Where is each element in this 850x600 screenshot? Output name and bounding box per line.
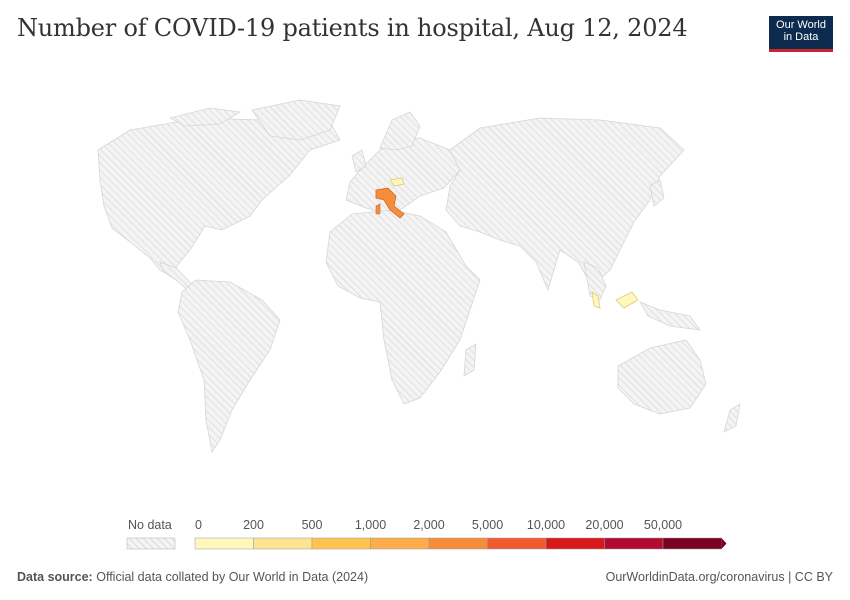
europe [345, 137, 461, 213]
asia [445, 117, 685, 292]
scandinavia [379, 111, 421, 151]
world-map[interactable] [0, 85, 850, 465]
legend-bin [253, 537, 313, 550]
indonesia-east [639, 301, 701, 331]
legend-bin [428, 537, 488, 550]
legend-tick-label: 2,000 [413, 518, 444, 532]
legend-bin [604, 537, 664, 550]
legend-tick-label: 20,000 [585, 518, 623, 532]
greenland [251, 99, 341, 141]
footer-url[interactable]: OurWorldinData.org/coronavirus | CC BY [605, 570, 833, 584]
legend-bin [311, 537, 371, 550]
legend-tick-label: 10,000 [527, 518, 565, 532]
legend-tick-label: 0 [195, 518, 202, 532]
legend-arrow [721, 538, 727, 549]
legend-bin [370, 537, 430, 550]
legend-ticks: 0 200 500 1,000 2,000 5,000 10,000 20,000 50,000 [195, 518, 682, 532]
legend-tick-label: 50,000 [644, 518, 682, 532]
uk-ireland [351, 149, 367, 173]
logo-line-2: in Data [783, 31, 819, 43]
slovakia-hungary-region [389, 177, 405, 187]
south-america [177, 279, 281, 454]
madagascar [463, 343, 477, 377]
malaysia-peninsula-region [591, 291, 601, 309]
footer-source: Data source: Official data collated by O… [17, 570, 368, 584]
malaysia-borneo-region [615, 291, 639, 309]
north-america-landmass [97, 117, 341, 277]
chart-title: Number of COVID-19 patients in hospital,… [17, 14, 688, 42]
legend-no-data-label: No data [128, 518, 172, 532]
logo-line-1: Our World [776, 19, 826, 31]
sardinia-region [375, 203, 381, 215]
legend-tick-label: 1,000 [355, 518, 386, 532]
italy-region [375, 187, 405, 219]
source-text: Official data collated by Our World in D… [96, 570, 369, 584]
legend-tick-label: 500 [302, 518, 323, 532]
africa [325, 209, 481, 405]
legend-bins [194, 537, 727, 550]
new-zealand [723, 403, 741, 433]
owid-logo[interactable]: Our World in Data [769, 16, 833, 52]
australia [617, 339, 707, 415]
color-legend: No data 0 200 500 1,000 2,000 5,000 10,000 20,0… [126, 518, 727, 550]
legend-tick-label: 200 [243, 518, 264, 532]
canadian-arctic [168, 107, 242, 127]
legend-tick-label: 5,000 [472, 518, 503, 532]
legend-bin [662, 537, 722, 550]
legend-bin [194, 537, 254, 550]
japan [649, 179, 665, 207]
legend-no-data-swatch [126, 537, 176, 550]
southeast-asia [583, 261, 607, 301]
legend-bin [487, 537, 547, 550]
legend-bin [545, 537, 605, 550]
source-label: Data source: [17, 570, 93, 584]
